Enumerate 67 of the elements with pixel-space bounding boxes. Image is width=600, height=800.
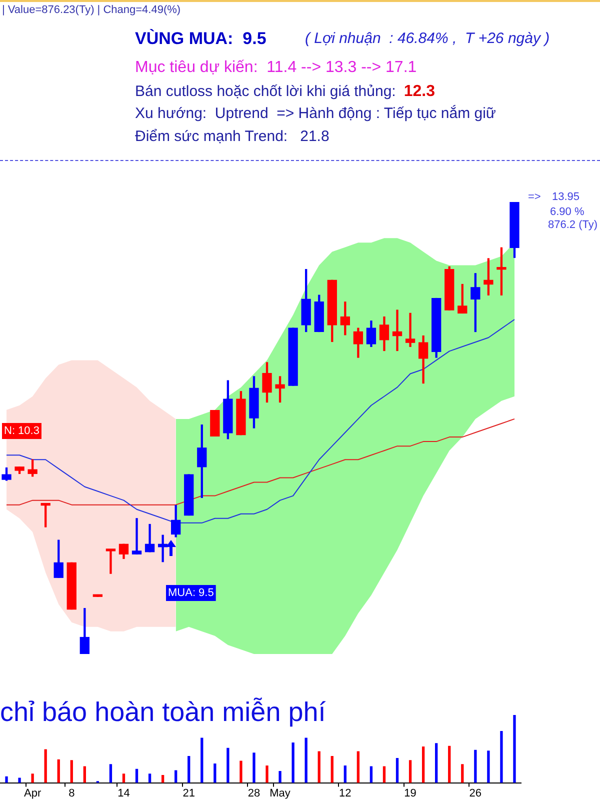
bar bbox=[474, 750, 477, 783]
bar bbox=[448, 746, 451, 783]
x-tick-label: 8 bbox=[68, 787, 75, 800]
bar bbox=[57, 759, 60, 783]
bar bbox=[330, 756, 334, 783]
chart-title: VÙNG MUA: 9.5 bbox=[135, 29, 266, 49]
candlestick bbox=[405, 312, 416, 347]
text: Bán cutloss hoặc chốt lời khi giá thủng: bbox=[135, 83, 396, 100]
bar bbox=[461, 764, 464, 783]
bar bbox=[500, 730, 503, 783]
candlestick bbox=[392, 310, 402, 352]
annotation: N: 10.3 bbox=[4, 425, 40, 438]
candlestick bbox=[132, 518, 142, 554]
x-tick-label: 14 bbox=[118, 787, 130, 800]
text: Xu hướng: Uptrend => Hành động : Tiếp tục nắm giữ bbox=[135, 105, 496, 122]
bar bbox=[240, 760, 242, 783]
text: 12.3 bbox=[404, 83, 435, 101]
text: 13.95 bbox=[552, 191, 580, 204]
x-tick-label: 21 bbox=[182, 787, 195, 800]
annotation: MUA: 9.5 bbox=[168, 587, 214, 600]
bar bbox=[70, 760, 73, 783]
bar bbox=[214, 763, 216, 783]
bar bbox=[31, 774, 34, 783]
bar bbox=[513, 715, 516, 783]
bar bbox=[148, 774, 152, 783]
bar bbox=[135, 768, 138, 783]
bar bbox=[266, 766, 268, 783]
text: Mục tiêu dự kiến: 11.4 --> 13.3 --> 17.1 bbox=[135, 59, 417, 77]
bar bbox=[304, 738, 308, 783]
bar bbox=[200, 738, 204, 783]
bar bbox=[487, 750, 490, 783]
candlestick bbox=[106, 548, 116, 574]
bar bbox=[226, 748, 230, 783]
bar bbox=[396, 758, 399, 783]
annotation: chỉ báo hoàn toàn miễn phí bbox=[0, 697, 326, 728]
bar bbox=[318, 751, 320, 783]
text: 876.2 (Ty) bbox=[548, 219, 598, 232]
bar bbox=[435, 743, 438, 783]
x-tick-label: 26 bbox=[469, 787, 482, 800]
text: Điểm sức mạnh Trend: 21.8 bbox=[135, 128, 330, 146]
text: => bbox=[528, 191, 541, 204]
bar bbox=[122, 774, 126, 783]
x-tick-label: May bbox=[270, 787, 291, 800]
text: | Value=876.23(Ty) | Chang=4.49(%) bbox=[2, 4, 181, 16]
text: 6.90 % bbox=[550, 206, 584, 218]
bar bbox=[44, 749, 47, 783]
bar bbox=[161, 775, 164, 783]
x-tick-label: 12 bbox=[339, 787, 352, 800]
bar bbox=[109, 764, 112, 783]
bar bbox=[5, 776, 8, 783]
bar bbox=[356, 751, 360, 783]
bar bbox=[278, 770, 282, 783]
bar bbox=[382, 766, 386, 783]
bar bbox=[344, 766, 346, 783]
bar bbox=[422, 746, 425, 783]
chart-subtitle: ( Lợi nhuận : 46.84% , T +26 ngày ) bbox=[305, 30, 550, 48]
bar bbox=[292, 742, 294, 783]
bar bbox=[252, 752, 256, 783]
x-tick-label: Apr bbox=[24, 787, 42, 800]
bar bbox=[188, 756, 190, 783]
bar bbox=[83, 766, 86, 783]
x-tick-label: 28 bbox=[248, 787, 260, 800]
bar bbox=[18, 778, 21, 783]
x-tick-label: 19 bbox=[404, 787, 416, 800]
bar bbox=[370, 766, 373, 783]
bar bbox=[174, 770, 178, 783]
bar bbox=[408, 760, 412, 783]
